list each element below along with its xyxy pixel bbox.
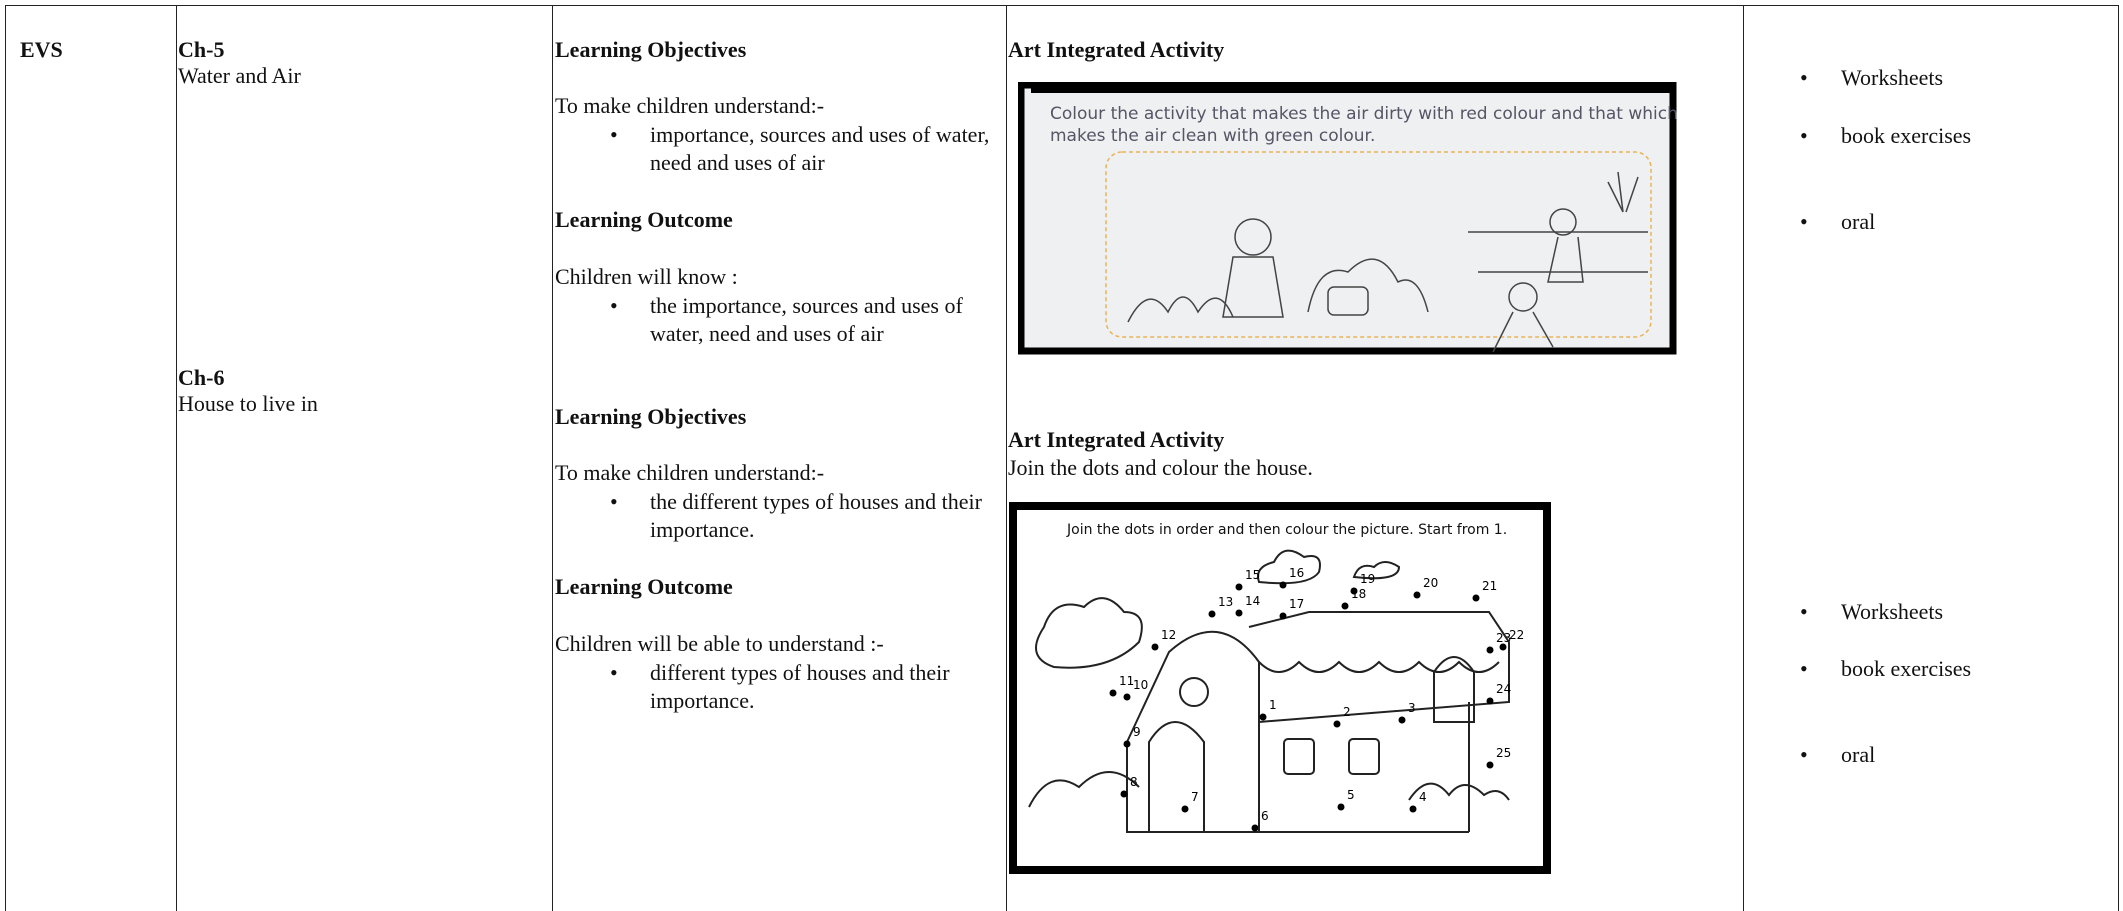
dot-label: 16: [1289, 566, 1304, 580]
dot-label: 3: [1408, 701, 1416, 715]
image-text: makes the air clean with green colour.: [1050, 126, 1375, 146]
dot-label: 5: [1347, 788, 1355, 802]
dot-label: 23: [1496, 631, 1511, 645]
table-border: [1006, 5, 1007, 911]
dot: [1409, 805, 1417, 813]
outcome-heading: Learning Outcome: [555, 574, 733, 599]
outcome-intro: Children will be able to understand :-: [555, 631, 884, 656]
bullet-item: the different types of houses and their …: [610, 488, 1000, 544]
dot: [1109, 689, 1117, 697]
activity-image: Colour the activity that makes the air d…: [1018, 82, 1678, 355]
image-text: Colour the activity that makes the air d…: [1050, 104, 1678, 124]
activity-heading: Art Integrated Activity: [1008, 427, 1225, 452]
dot: [1499, 643, 1507, 651]
dot: [1235, 583, 1243, 591]
dot: [1472, 594, 1480, 602]
resource-item: oral: [1800, 208, 1875, 236]
dot-label: 2: [1343, 705, 1351, 719]
dot: [1208, 610, 1216, 618]
image-text: Join the dots in order and then colour t…: [1066, 522, 1507, 538]
objectives-heading: Learning Objectives: [555, 37, 747, 62]
subject: EVS: [20, 37, 63, 62]
resource-item: oral: [1800, 741, 1875, 769]
chapter-title: Water and Air: [178, 63, 301, 88]
dot-label: 4: [1419, 790, 1427, 804]
dot: [1333, 720, 1341, 728]
table-border: [552, 5, 553, 911]
dot-label: 25: [1496, 746, 1511, 760]
table-border: [176, 5, 177, 911]
bullet-item: importance, sources and uses of water, n…: [610, 121, 1000, 177]
table-border: [5, 5, 6, 911]
bullet-item: different types of houses and their impo…: [610, 659, 1000, 715]
resource-item: book exercises: [1800, 122, 1971, 150]
activity-text: Join the dots and colour the house.: [1008, 455, 1313, 480]
dot: [1120, 790, 1128, 798]
dot-label: 8: [1130, 775, 1138, 789]
resource-item: book exercises: [1800, 655, 1971, 683]
dot: [1279, 612, 1287, 620]
dot: [1123, 740, 1131, 748]
dot-label: 11: [1119, 674, 1134, 688]
dot: [1181, 805, 1189, 813]
dot-label: 17: [1289, 597, 1304, 611]
dot-label: 14: [1245, 594, 1260, 608]
dot: [1341, 602, 1349, 610]
dot: [1123, 693, 1131, 701]
chapter-title: House to live in: [178, 391, 318, 416]
dot-label: 13: [1218, 595, 1233, 609]
dot: [1486, 646, 1494, 654]
dot: [1337, 803, 1345, 811]
dot: [1486, 761, 1494, 769]
outcome-intro: Children will know :: [555, 264, 738, 289]
dot-label: 12: [1161, 628, 1176, 642]
activity-heading: Art Integrated Activity: [1008, 37, 1225, 62]
table-border: [1743, 5, 1744, 911]
activity-image: Join the dots in order and then colour t…: [1009, 502, 1551, 874]
resource-item: Worksheets: [1800, 598, 1943, 626]
resource-item: Worksheets: [1800, 64, 1943, 92]
dot: [1151, 643, 1159, 651]
dot: [1398, 716, 1406, 724]
table-border: [2118, 5, 2119, 911]
dot-label: 10: [1133, 678, 1148, 692]
dot-label: 7: [1191, 790, 1199, 804]
dot-label: 21: [1482, 579, 1497, 593]
dot: [1235, 609, 1243, 617]
dot: [1413, 591, 1421, 599]
dot: [1486, 697, 1494, 705]
dot-label: 19: [1360, 572, 1375, 586]
dot: [1259, 713, 1267, 721]
objectives-heading: Learning Objectives: [555, 404, 747, 429]
objectives-intro: To make children understand:-: [555, 460, 825, 485]
dot-label: 9: [1133, 725, 1141, 739]
dot-label: 22: [1509, 628, 1524, 642]
chapter-number: Ch-6: [178, 365, 225, 390]
dot-label: 15: [1245, 568, 1260, 582]
dot: [1279, 581, 1287, 589]
bullet-item: the importance, sources and uses of wate…: [610, 292, 1000, 348]
dot-label: 20: [1423, 576, 1438, 590]
dot: [1350, 587, 1358, 595]
objectives-intro: To make children understand:-: [555, 93, 825, 118]
table-border: [5, 5, 2119, 6]
dot-label: 6: [1261, 809, 1269, 823]
outcome-heading: Learning Outcome: [555, 207, 733, 232]
chapter-number: Ch-5: [178, 37, 225, 62]
dot: [1251, 824, 1259, 832]
dot-label: 24: [1496, 682, 1511, 696]
dot-label: 1: [1269, 698, 1277, 712]
